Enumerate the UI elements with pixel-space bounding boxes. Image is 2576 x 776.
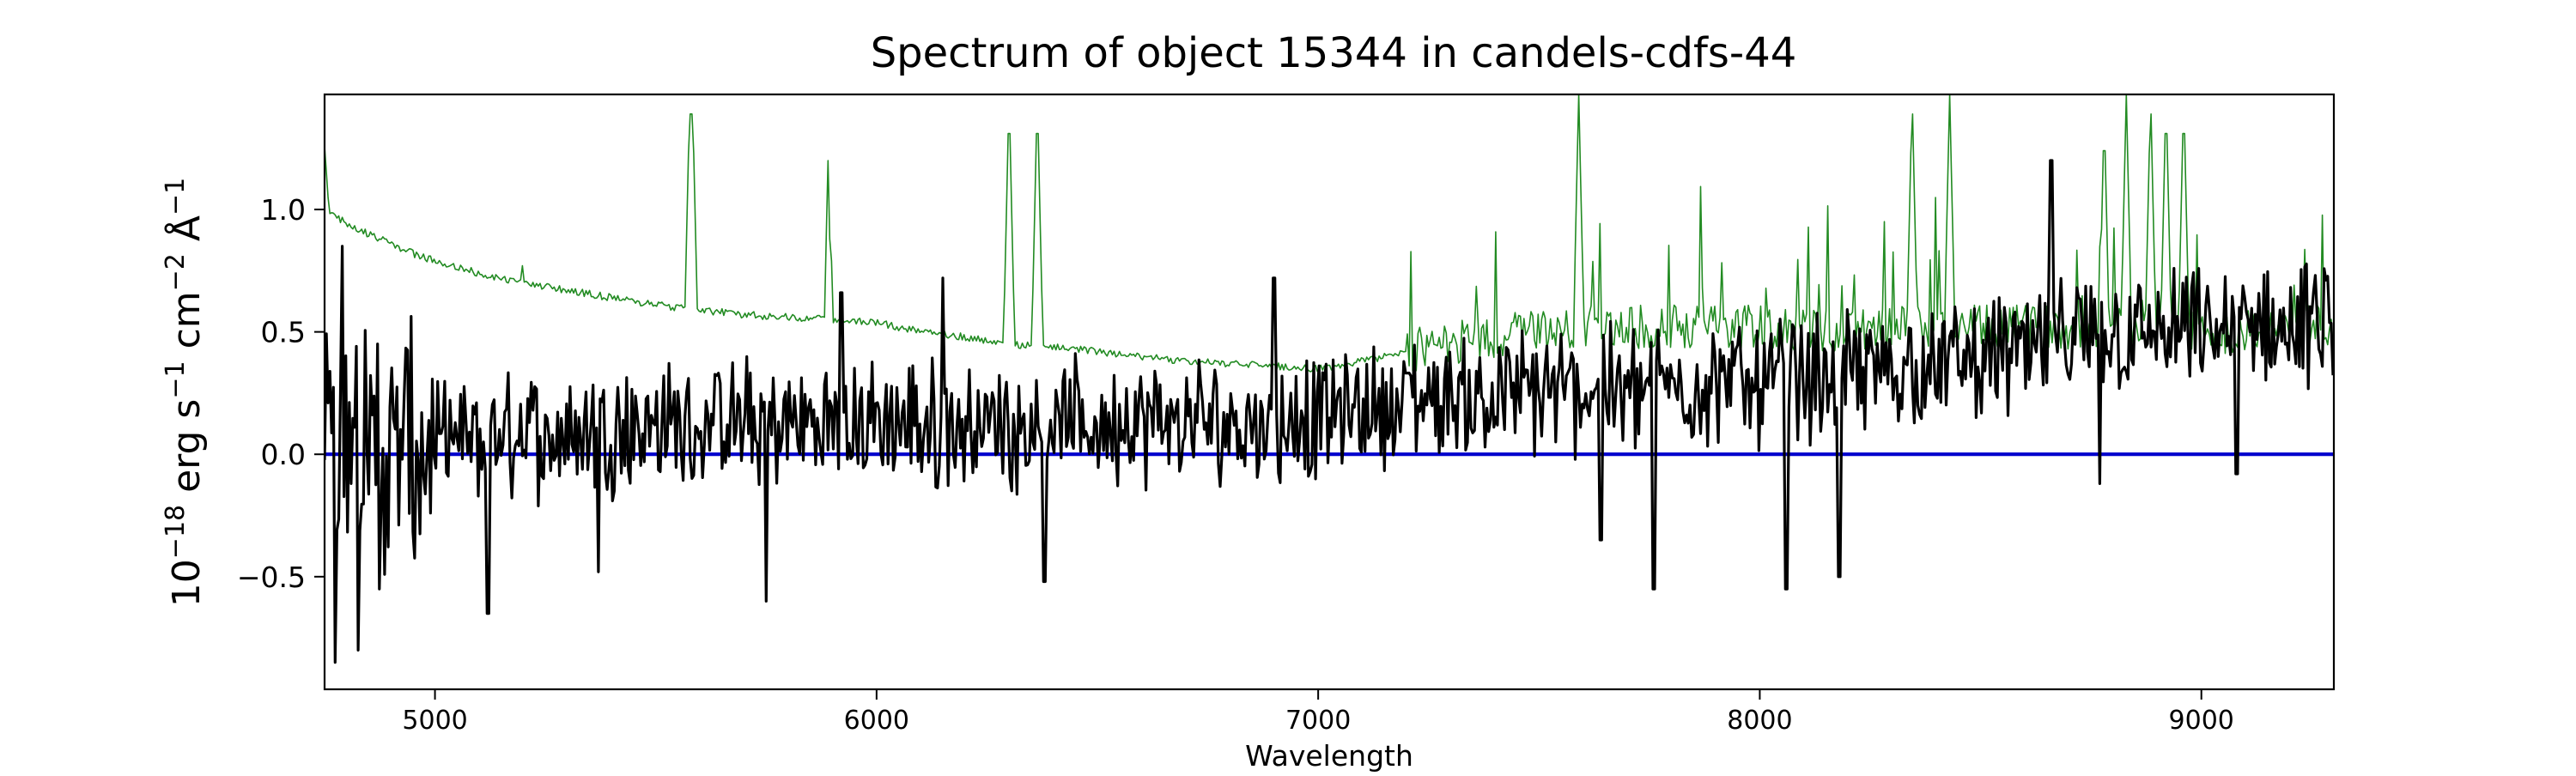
y-tick-label: −0.5 (237, 561, 306, 594)
y-tick-label: 1.0 (261, 193, 306, 227)
x-axis-label: Wavelength (1245, 739, 1413, 773)
plot-frame (323, 93, 2336, 691)
y-axis-label: 10−18 erg s−1 cm−2 Å−1 (161, 178, 209, 607)
x-tick-label: 8000 (1727, 706, 1792, 736)
chart-title: Spectrum of object 15344 in candels-cdfs… (871, 29, 1797, 77)
series-flux-line (325, 159, 2334, 664)
x-tick-label: 9000 (2169, 706, 2234, 736)
y-axis: −0.5 0.0 0.5 1.0 (237, 193, 325, 594)
x-tick-label: 6000 (844, 706, 909, 736)
x-tick-label: 7000 (1285, 706, 1351, 736)
x-tick-label: 5000 (402, 706, 467, 736)
y-label-exponent: −18 (161, 505, 191, 559)
y-tick-label: 0.0 (261, 438, 306, 471)
x-axis: 5000 6000 7000 8000 9000 (402, 689, 2234, 736)
y-tick-label: 0.5 (261, 316, 306, 349)
plot-area (325, 94, 2334, 664)
